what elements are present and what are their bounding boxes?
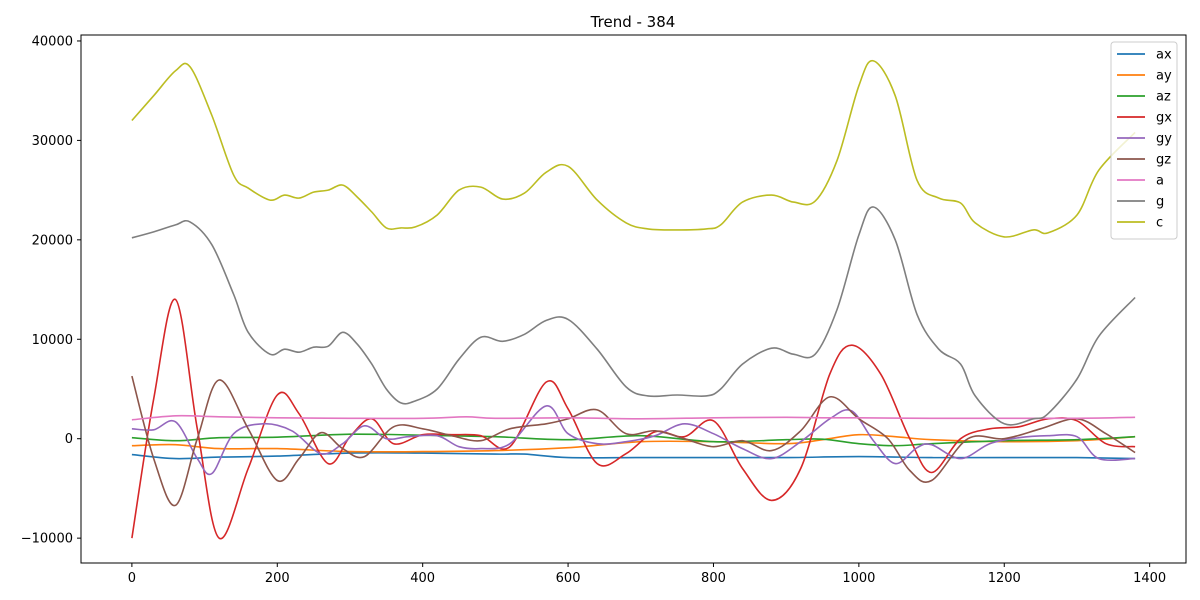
y-tick-label: 0	[65, 432, 73, 447]
y-tick-label: 30000	[32, 134, 73, 149]
legend-label-gx: gx	[1156, 111, 1172, 126]
x-tick-label: 200	[265, 571, 290, 586]
x-tick-label: 0	[128, 571, 136, 586]
series-line-c	[131, 59, 1136, 238]
legend-box	[1110, 41, 1178, 240]
y-tick-label: 40000	[32, 34, 73, 49]
legend-label-ax: ax	[1156, 48, 1172, 63]
x-tick-label: 400	[410, 571, 435, 586]
legend-label-ay: ay	[1156, 69, 1172, 84]
series-line-az	[131, 433, 1136, 447]
x-axis: 0 200 400 600 800 1000 1200 1400	[128, 563, 1166, 586]
y-tick-label: 20000	[32, 233, 73, 248]
x-tick-label: 800	[701, 571, 726, 586]
y-tick-label: −10000	[21, 532, 73, 547]
y-tick-label: 10000	[32, 333, 73, 348]
legend-label-a: a	[1156, 174, 1164, 189]
series-line-ax	[131, 452, 1136, 460]
y-axis: −10000 0 10000 20000 30000 40000	[21, 34, 81, 547]
x-tick-label: 1200	[988, 571, 1021, 586]
legend-label-c: c	[1156, 216, 1163, 231]
chart-title: Trend - 384	[590, 13, 676, 31]
series-line-g	[131, 206, 1136, 426]
legend-label-az: az	[1156, 90, 1171, 105]
series-line-gy	[131, 405, 1136, 476]
legend-label-g: g	[1156, 195, 1164, 210]
x-tick-label: 1400	[1133, 571, 1166, 586]
x-tick-label: 600	[556, 571, 581, 586]
x-tick-label: 1000	[842, 571, 875, 586]
legend-label-gz: gz	[1156, 153, 1171, 168]
series-line-gz	[131, 375, 1136, 507]
series-line-gx	[131, 298, 1136, 540]
series-line-ay	[131, 433, 1136, 453]
plot-frame	[80, 34, 1187, 564]
series-layer	[131, 59, 1136, 540]
series-line-a	[131, 414, 1136, 421]
legend: ax ay az gx gy gz agc	[1110, 41, 1178, 240]
legend-label-gy: gy	[1156, 132, 1172, 147]
